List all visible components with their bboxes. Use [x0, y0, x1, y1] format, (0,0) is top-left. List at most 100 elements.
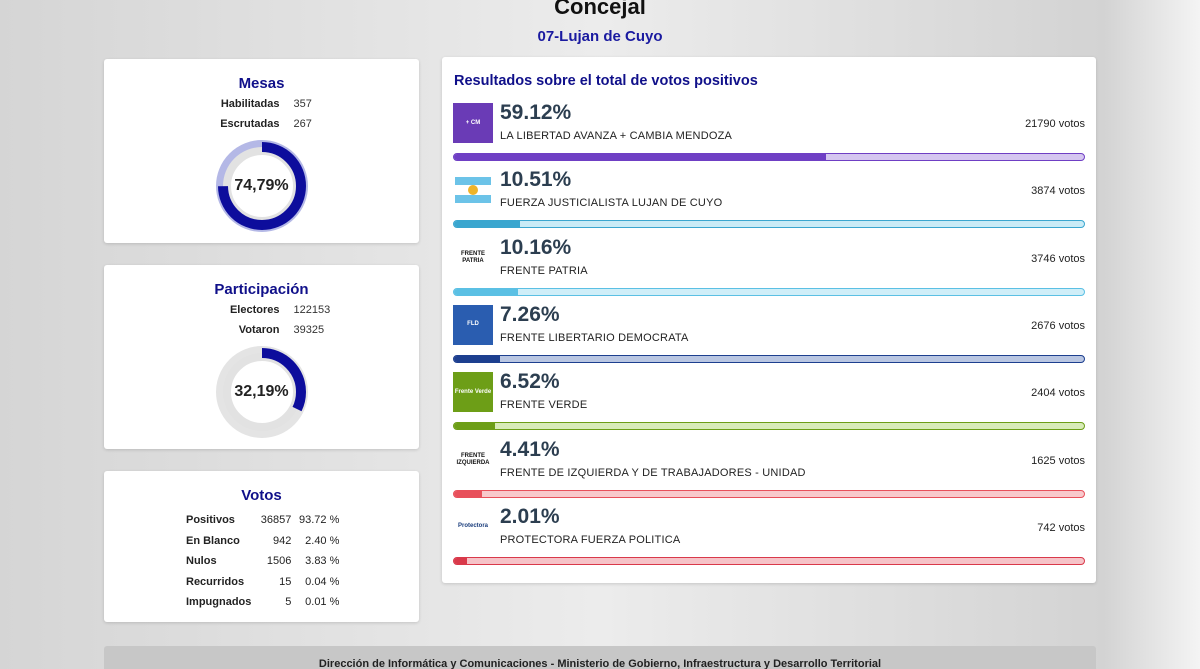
frente-patria-logo-icon: FRENTE PATRIA [453, 237, 493, 278]
votos-title: Votos [241, 487, 282, 504]
party-name: PROTECTORA FUERZA POLITICA [500, 533, 681, 546]
lla-logo-icon: + CM [453, 103, 493, 143]
frente-verde-logo-icon: Frente Verde [453, 372, 493, 413]
party-percent: 10.16% [500, 235, 572, 259]
mesas-percent: 74,79% [234, 177, 289, 194]
party-result: Protectora 2.01% PROTECTORA FUERZA POLITIC… [453, 504, 1085, 567]
participacion-title: Participación [214, 281, 309, 298]
votos-label: Positivos [186, 514, 235, 527]
footer: Dirección de Informática y Comunicacione… [104, 646, 1096, 669]
votos-count: 36857 [260, 514, 292, 527]
votos-row: Impugnados 5 0.01 % [186, 592, 339, 613]
party-name: LA LIBERTAD AVANZA + CAMBIA MENDOZA [500, 130, 733, 142]
party-percent: 6.52% [500, 370, 560, 394]
party-name: FRENTE PATRIA [500, 264, 588, 277]
party-bar-fill [454, 288, 518, 295]
party-result: + CM 59.12% LA LIBERTAD AVANZA + CAMBIA ME… [453, 101, 1085, 163]
votos-row: En Blanco 942 2.40 % [186, 531, 339, 552]
mesas-label: Escrutadas [220, 118, 280, 130]
party-logo-text: FRENTE IZQUIERDA [456, 452, 490, 466]
mesas-donut-chart: 74,79% [214, 138, 310, 234]
party-votes: 3746 votos [1031, 252, 1085, 265]
page-title: Concejal [554, 0, 646, 19]
party-bar-fill [454, 154, 827, 160]
party-percent: 2.01% [500, 504, 560, 528]
party-name: FRENTE DE IZQUIERDA Y DE TRABAJADORES - … [500, 466, 806, 479]
flag-logo-icon [453, 170, 493, 211]
party-votes: 3874 votos [1031, 185, 1085, 198]
results-card: Resultados sobre el total de votos posit… [442, 57, 1096, 583]
votos-count: 5 [285, 596, 292, 609]
votos-count: 1506 [266, 555, 292, 568]
page-subtitle: 07-Lujan de Cuyo [537, 28, 663, 45]
donut-arc [217, 142, 306, 230]
mesas-row-escrutadas: Escrutadas 267 [104, 114, 419, 134]
donut-arc [217, 348, 306, 436]
party-bar-fill [454, 557, 467, 564]
party-result: FRENTE PATRIA 10.16% FRENTE PATRIA 3746 vot… [453, 235, 1085, 298]
party-bar-fill [454, 221, 521, 228]
participacion-label: Electores [229, 304, 280, 316]
party-bar-fill [454, 355, 500, 362]
participacion-label: Votaron [238, 324, 280, 336]
party-name: FUERZA JUSTICIALISTA LUJAN DE CUYO [500, 197, 723, 210]
party-bar [453, 153, 1085, 161]
participacion-row-votaron: Votaron 39325 [104, 320, 419, 340]
participacion-card: Participación Electores 122153 Votaron 3… [104, 265, 419, 449]
votos-count: 942 [273, 534, 292, 547]
party-bar-fill [454, 490, 482, 497]
votos-table: Positivos 36857 93.72 % En Blanco 942 2.40 % N… [186, 510, 339, 613]
protectora-logo-icon: Protectora [453, 506, 493, 547]
participacion-value: 122153 [293, 304, 331, 316]
party-votes: 2676 votos [1031, 319, 1085, 332]
mesas-card: Mesas Habilitadas 357 Escrutadas 267 74,… [104, 59, 419, 243]
mesas-label: Habilitadas [220, 98, 280, 110]
party-logo-text: Frente Verde [454, 388, 492, 395]
party-percent: 59.12% [500, 101, 572, 124]
party-result: 10.51% FUERZA JUSTICIALISTA LUJAN DE CUYO… [453, 168, 1085, 230]
party-percent: 4.41% [500, 437, 560, 461]
mesas-value: 357 [293, 98, 312, 110]
party-logo-text: FLD [467, 321, 479, 328]
party-bar [453, 556, 1085, 565]
votos-label: Impugnados [186, 596, 252, 609]
party-bar [453, 422, 1085, 431]
votos-percent: 0.01 % [305, 596, 340, 609]
party-result: FRENTE IZQUIERDA 4.41% FRENTE DE IZQUIERDA… [453, 437, 1085, 500]
votos-percent: 2.40 % [305, 534, 340, 547]
party-votes: 742 votos [1037, 521, 1085, 534]
party-result: FLD 7.26% FRENTE LIBERTARIO DEMOCRATA 2676 … [453, 303, 1085, 365]
party-name: FRENTE LIBERTARIO DEMOCRATA [500, 331, 689, 344]
party-votes: 21790 votos [1025, 118, 1085, 130]
party-logo-text: + CM [465, 119, 481, 126]
votos-row: Recurridos 15 0.04 % [186, 572, 339, 593]
party-percent: 10.51% [500, 168, 572, 192]
party-name: FRENTE VERDE [500, 399, 588, 412]
votos-label: Nulos [186, 555, 217, 568]
party-logo-text: FRENTE PATRIA [461, 250, 485, 264]
party-bar [453, 354, 1085, 363]
mesas-row-habilitadas: Habilitadas 357 [104, 94, 419, 114]
party-votes: 2404 votos [1031, 387, 1085, 400]
results-title: Resultados sobre el total de votos posit… [454, 73, 758, 89]
votos-percent: 3.83 % [305, 555, 340, 568]
party-votes: 1625 votos [1031, 454, 1085, 467]
party-bar [453, 220, 1085, 229]
votos-row: Positivos 36857 93.72 % [186, 510, 339, 531]
party-bar [453, 489, 1085, 498]
votos-label: Recurridos [186, 575, 245, 588]
fit-logo-icon: FRENTE IZQUIERDA [453, 439, 493, 480]
votos-percent: 93.72 % [299, 514, 340, 527]
votos-count: 15 [279, 575, 292, 588]
votos-label: En Blanco [186, 534, 240, 547]
votos-card: Votos Positivos 36857 93.72 % En Blanco 942 2… [104, 471, 419, 622]
mesas-value: 267 [293, 118, 312, 130]
party-bar-fill [454, 423, 496, 430]
votos-percent: 0.04 % [305, 575, 340, 588]
participacion-row-electores: Electores 122153 [104, 300, 419, 320]
fld-logo-icon: FLD [453, 304, 493, 345]
party-bar [453, 287, 1085, 296]
participacion-percent: 32,19% [234, 383, 289, 400]
participacion-value: 39325 [293, 324, 325, 336]
votos-row: Nulos 1506 3.83 % [186, 551, 339, 572]
